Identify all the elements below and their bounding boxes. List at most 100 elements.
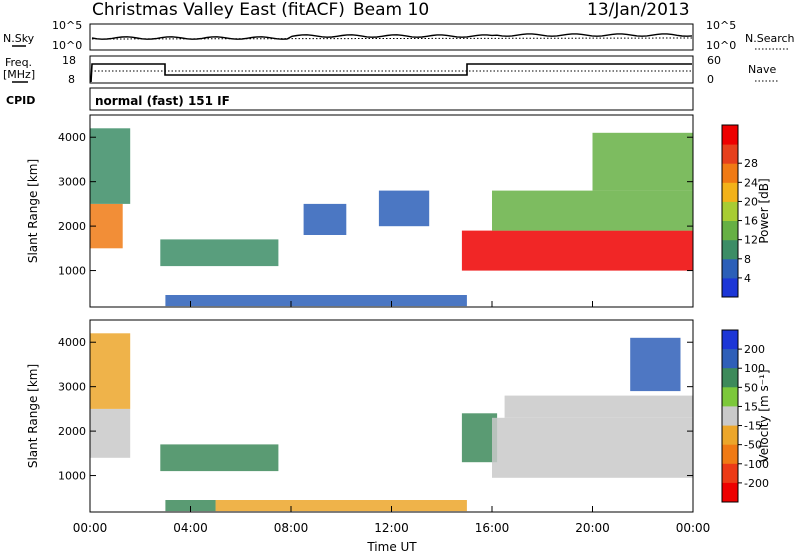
power-colorbar-frame (721, 124, 739, 298)
velocity-ytick-label-0: 1000 (58, 470, 86, 483)
power-cbar-label-3: 16 (744, 215, 758, 228)
power-region-5 (378, 190, 430, 227)
velocity-colorbar-label: Velocity [m s⁻¹] (757, 369, 771, 462)
station-title: Christmas Valley East (fitACF) (92, 0, 345, 20)
velocity-region-8 (630, 337, 681, 392)
velocity-cbar-label-7: -200 (744, 477, 769, 490)
xtick-label-4: 16:00 (475, 521, 510, 535)
velocity-region-4 (215, 500, 467, 512)
velocity-ytick-label-1: 2000 (58, 425, 86, 438)
velocity-region-1 (90, 333, 131, 409)
power-y-axis-label: Slant Range [km] (26, 159, 40, 263)
velocity-region-7 (504, 395, 693, 418)
freq-panel-frame (89, 55, 694, 84)
power-ytick-label-3: 4000 (58, 131, 86, 144)
freq-label-line1: Freq. (5, 56, 32, 69)
noise-right-tick-top: 10^5 (706, 19, 736, 32)
power-colorbar-label: Power [dB] (757, 178, 771, 243)
power-colorbar-swatch-5 (722, 182, 738, 202)
nave-label: Nave (748, 63, 776, 76)
power-region-8 (592, 132, 693, 191)
velocity-cbar-label-3: 15 (744, 400, 758, 413)
velocity-colorbar-swatch-6 (722, 444, 738, 465)
velocity-region-2 (160, 444, 279, 472)
freq-tick-bottom: 8 (68, 73, 75, 86)
velocity-colorbar-swatch-8 (722, 482, 738, 503)
power-colorbar-swatch-2 (722, 239, 738, 260)
velocity-cbar-label-1: 100 (744, 362, 765, 375)
power-cbar-label-4: 20 (744, 195, 758, 208)
power-colorbar-swatch-3 (722, 220, 738, 241)
cpid-panel-frame (89, 87, 694, 111)
freq-tick-top: 18 (62, 54, 76, 67)
noise-panel-frame (89, 23, 694, 51)
velocity-cbar-label-5: -50 (744, 439, 762, 452)
xtick-label-1: 04:00 (173, 521, 208, 535)
power-colorbar-swatch-1 (722, 258, 738, 279)
cpid-value: normal (fast) 151 IF (95, 94, 230, 108)
nave-tick-bottom: 0 (707, 73, 714, 86)
velocity-colorbar-swatch-1 (722, 349, 738, 369)
velocity-cbar-label-4: -15 (744, 420, 762, 433)
velocity-cbar-label-2: 50 (744, 381, 758, 394)
power-colorbar-swatch-7 (722, 144, 738, 164)
power-ytick-label-1: 2000 (58, 220, 86, 233)
noise-right-tick-bottom: 10^0 (706, 39, 736, 52)
velocity-colorbar-swatch-5 (722, 425, 738, 446)
power-region-4 (303, 203, 347, 235)
velocity-cbar-label-6: -100 (744, 458, 769, 471)
x-axis-label: Time UT (366, 540, 417, 554)
xtick-label-0: 00:00 (73, 521, 108, 535)
power-cbar-label-0: 4 (744, 272, 751, 285)
velocity-y-axis-label: Slant Range [km] (26, 364, 40, 468)
power-ytick-label-0: 1000 (58, 265, 86, 278)
noise-sky-trace (91, 33, 693, 40)
noise-left-tick-bottom: 10^0 (52, 39, 82, 52)
power-cbar-label-5: 24 (744, 176, 758, 189)
power-cbar-label-6: 28 (744, 157, 758, 170)
power-colorbar-swatch-0 (722, 277, 738, 298)
beam-label: Beam 10 (353, 0, 429, 20)
power-heatmap (90, 128, 693, 307)
velocity-colorbar: 200 100 50 15 -15 -50 -100 -200 (721, 329, 769, 503)
noise-left-tick-top: 10^5 (52, 19, 82, 32)
power-cbar-label-2: 12 (744, 234, 758, 247)
velocity-colorbar-swatch-3 (722, 387, 738, 407)
velocity-colorbar-swatch-7 (722, 463, 738, 484)
power-y-axis: 1000 2000 3000 4000 (58, 131, 693, 278)
velocity-ytick-label-3: 4000 (58, 336, 86, 349)
power-region-2 (160, 239, 279, 267)
frequency-trace (90, 63, 692, 83)
nave-tick-top: 60 (707, 54, 721, 67)
velocity-heatmap (90, 333, 693, 512)
velocity-region-6 (492, 417, 693, 478)
velocity-cbar-label-0: 200 (744, 343, 765, 356)
power-ytick-label-2: 3000 (58, 176, 86, 189)
power-region-6 (461, 230, 693, 271)
power-cbar-label-1: 8 (744, 253, 751, 266)
power-region-7 (492, 190, 693, 231)
xtick-label-6: 00:00 (676, 521, 711, 535)
cpid-label: CPID (6, 94, 35, 107)
velocity-colorbar-swatch-2 (722, 368, 738, 388)
power-colorbar-swatch-6 (722, 163, 738, 183)
time-x-axis: 00:00 04:00 08:00 12:00 16:00 20:00 00:00 (73, 301, 711, 535)
velocity-region-0 (90, 408, 131, 458)
velocity-region-5 (461, 413, 498, 463)
velocity-colorbar-swatch-0 (722, 330, 738, 350)
power-colorbar: 4 8 12 16 20 24 28 (721, 124, 758, 298)
xtick-label-5: 20:00 (575, 521, 610, 535)
velocity-region-3 (165, 500, 216, 512)
velocity-ytick-label-2: 3000 (58, 381, 86, 394)
power-colorbar-swatch-8 (722, 125, 738, 145)
velocity-colorbar-swatch-4 (722, 406, 738, 426)
power-region-3 (165, 295, 467, 307)
noise-left-label: N.Sky (3, 32, 35, 45)
freq-label-line2: [MHz] (3, 68, 35, 81)
noise-right-label: N.Search (745, 32, 795, 45)
date-label: 13/Jan/2013 (587, 0, 690, 20)
xtick-label-2: 08:00 (274, 521, 309, 535)
xtick-label-3: 12:00 (374, 521, 409, 535)
velocity-y-axis: 1000 2000 3000 4000 (58, 336, 693, 483)
